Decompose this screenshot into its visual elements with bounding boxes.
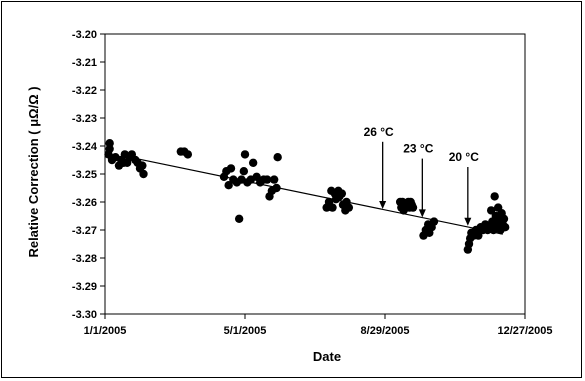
annotation-arrow-head (379, 201, 387, 209)
data-point (490, 192, 499, 201)
data-point (408, 203, 418, 212)
data-point (224, 181, 233, 190)
x-tick-label: 1/1/2005 (84, 325, 127, 337)
y-tick-label: -3.28 (72, 253, 97, 265)
data-point (138, 161, 147, 170)
data-point (328, 203, 337, 212)
x-tick-label: 12/27/2005 (497, 325, 552, 337)
annotations: 26 °C 23 °C 20 °C (364, 125, 479, 226)
y-tick-label: -3.22 (72, 85, 97, 97)
data-point (248, 158, 258, 167)
y-tick-label: -3.23 (72, 113, 97, 125)
data-point (429, 217, 439, 226)
data-point (239, 167, 249, 176)
x-tick-label: 8/29/2005 (361, 325, 410, 337)
data-point (474, 231, 483, 240)
annotation-label: 20 °C (449, 150, 479, 164)
annotation-arrow-head (418, 209, 426, 218)
data-point (234, 214, 244, 223)
y-tick-label: -3.29 (72, 281, 97, 293)
x-axis-ticks: 1/1/2005 5/1/2005 8/29/2005 12/27/2005 (84, 314, 553, 337)
annotation-arrow-head (464, 217, 472, 226)
data-point (500, 223, 510, 232)
x-tick-label: 5/1/2005 (224, 325, 267, 337)
plot-area (104, 33, 526, 315)
data-point (139, 169, 148, 179)
data-point (226, 164, 236, 173)
data-point (337, 189, 347, 198)
data-point (269, 175, 279, 184)
annotation-label: 23 °C (403, 142, 433, 156)
data-point (262, 175, 272, 184)
y-tick-label: -3.30 (72, 309, 97, 321)
y-axis-ticks: -3.20 -3.21 -3.22 -3.23 -3.24 -3.25 -3.26 -3.27… (72, 29, 105, 321)
y-tick-label: -3.27 (72, 225, 97, 237)
data-point (344, 203, 354, 212)
data-point (273, 153, 282, 162)
data-point (240, 150, 250, 159)
data-point (499, 214, 509, 223)
data-points (104, 139, 510, 254)
y-tick-label: -3.21 (72, 57, 97, 69)
y-axis-title: Relative Correction ( μΩ/Ω ) (26, 86, 41, 257)
data-point (486, 206, 496, 215)
trendline (129, 156, 503, 235)
x-axis-title: Date (313, 349, 341, 364)
y-tick-label: -3.20 (72, 29, 97, 41)
y-tick-label: -3.25 (72, 169, 97, 181)
y-tick-label: -3.24 (72, 141, 98, 153)
trendline-group (129, 156, 503, 235)
data-point (183, 150, 193, 159)
plot-border (104, 33, 526, 315)
data-point (272, 183, 281, 193)
annotation-label: 26 °C (364, 125, 394, 139)
y-tick-label: -3.26 (72, 197, 97, 209)
